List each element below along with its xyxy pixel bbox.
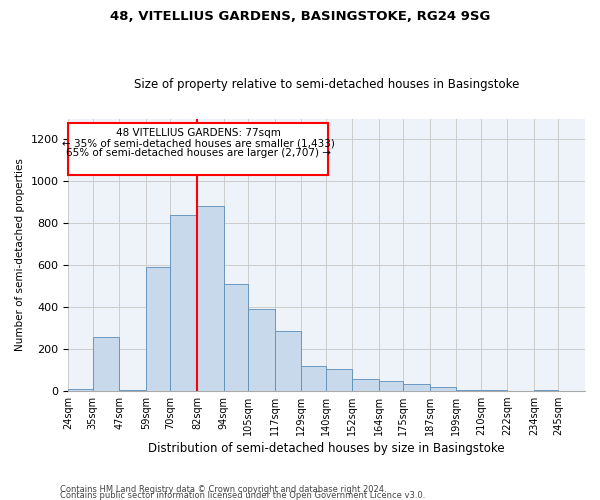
X-axis label: Distribution of semi-detached houses by size in Basingstoke: Distribution of semi-detached houses by … xyxy=(148,442,505,455)
Bar xyxy=(170,215,197,390)
Text: Contains HM Land Registry data © Crown copyright and database right 2024.: Contains HM Land Registry data © Crown c… xyxy=(60,484,386,494)
Bar xyxy=(224,284,248,391)
Bar xyxy=(403,384,430,390)
Text: Contains public sector information licensed under the Open Government Licence v3: Contains public sector information licen… xyxy=(60,490,425,500)
Bar xyxy=(379,382,403,390)
Bar xyxy=(68,388,93,390)
Bar xyxy=(248,309,275,390)
Bar xyxy=(146,267,170,390)
Bar xyxy=(93,338,119,390)
Y-axis label: Number of semi-detached properties: Number of semi-detached properties xyxy=(15,158,25,351)
Text: ← 35% of semi-detached houses are smaller (1,433): ← 35% of semi-detached houses are smalle… xyxy=(62,138,335,148)
Title: Size of property relative to semi-detached houses in Basingstoke: Size of property relative to semi-detach… xyxy=(134,78,520,91)
FancyBboxPatch shape xyxy=(68,122,328,175)
Bar xyxy=(275,331,301,390)
Bar xyxy=(326,368,352,390)
Text: 48 VITELLIUS GARDENS: 77sqm: 48 VITELLIUS GARDENS: 77sqm xyxy=(116,128,281,138)
Bar xyxy=(430,386,457,390)
Bar xyxy=(301,366,326,390)
Text: 65% of semi-detached houses are larger (2,707) →: 65% of semi-detached houses are larger (… xyxy=(65,148,331,158)
Text: 48, VITELLIUS GARDENS, BASINGSTOKE, RG24 9SG: 48, VITELLIUS GARDENS, BASINGSTOKE, RG24… xyxy=(110,10,490,23)
Bar xyxy=(352,379,379,390)
Bar xyxy=(197,206,224,390)
